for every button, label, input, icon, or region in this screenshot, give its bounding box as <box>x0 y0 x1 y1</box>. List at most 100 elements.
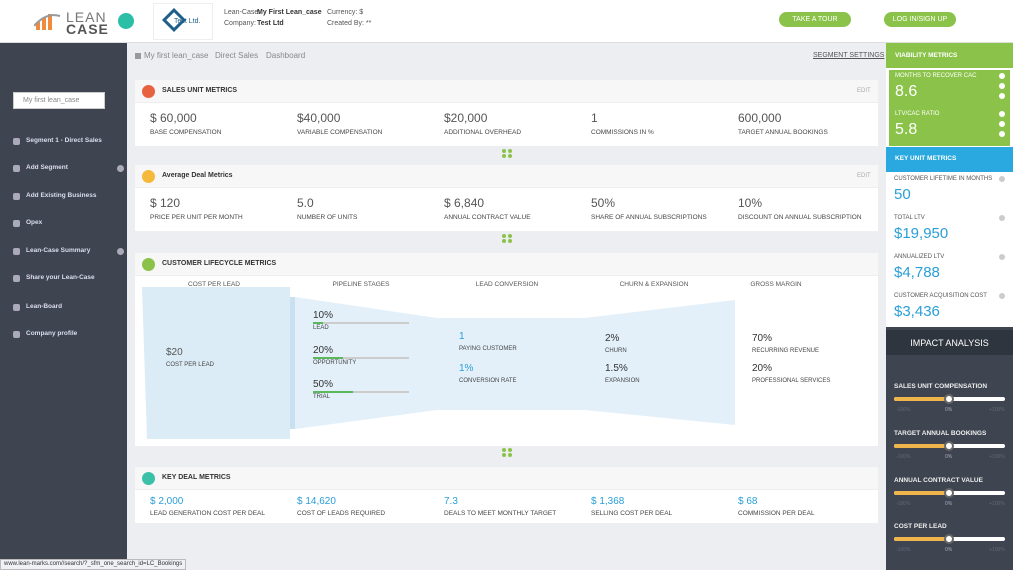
section-title: SALES UNIT METRICS <box>162 87 238 94</box>
impact-title: IMPACT ANALYSIS <box>910 338 989 348</box>
info-icon <box>999 131 1005 137</box>
column-heading: PIPELINE STAGES <box>332 281 390 288</box>
lifecycle-label: EXPANSION <box>605 378 640 384</box>
slider-fill <box>894 444 949 448</box>
key-unit-label: CUSTOMER ACQUISITION COST <box>894 293 987 299</box>
metric-value: $20,000 <box>444 111 488 125</box>
viability-header <box>886 43 1013 68</box>
panel-title: KEY UNIT METRICS <box>895 155 957 162</box>
card-header <box>135 165 878 188</box>
metric-value: $ 6,840 <box>444 196 485 210</box>
card-header <box>135 80 878 103</box>
key-unit-label: CUSTOMER LIFETIME IN MONTHS <box>894 176 993 182</box>
edit-link[interactable]: EDIT <box>857 173 871 179</box>
metric-label: DISCOUNT ON ANNUAL SUBSCRIPTION <box>738 214 862 221</box>
metric-value: 1 <box>591 111 598 125</box>
impact-header <box>886 330 1013 355</box>
slider-scale: -100% <box>896 454 911 460</box>
card-header <box>135 467 878 490</box>
menu-item[interactable]: Company profile <box>26 330 78 337</box>
lifecycle-value: 10% <box>313 310 334 321</box>
info-icon <box>999 73 1005 79</box>
lifecycle-value: 1% <box>459 363 474 374</box>
connector-dot <box>502 149 506 153</box>
logo-text: CASE <box>66 21 109 37</box>
metric-label: ANNUAL CONTRACT VALUE <box>444 214 531 221</box>
slider-scale: +100% <box>989 547 1005 553</box>
card: CUSTOMER LIFECYCLE METRICS COST PER LEAD P… <box>135 253 878 446</box>
tour-button[interactable]: TAKE A TOUR <box>779 12 851 27</box>
viability-value: 8.6 <box>895 83 918 100</box>
stage-bar <box>313 322 409 324</box>
breadcrumb-item[interactable]: My first lean_case <box>144 51 209 60</box>
menu-item[interactable]: Segment 1 - Direct Sales <box>26 137 102 144</box>
slider-scale: +100% <box>989 407 1005 413</box>
slider-scale: 0% <box>945 501 953 507</box>
connector-dot <box>502 453 506 457</box>
lifecycle-label: RECURRING REVENUE <box>752 348 820 354</box>
login-button[interactable]: LOG IN/SIGN UP <box>884 12 956 27</box>
edit-link[interactable]: EDIT <box>857 88 871 94</box>
key-unit-label: ANNUALIZED LTV <box>894 254 945 260</box>
slider-thumb[interactable] <box>944 488 954 498</box>
metric-value: 10% <box>738 196 763 210</box>
slider-thumb[interactable] <box>944 441 954 451</box>
card: KEY DEAL METRICS $ 2,000 LEAD GENERATION C… <box>135 467 878 523</box>
menu-item[interactable]: Lean-Board <box>26 303 63 310</box>
slider-scale: +100% <box>989 454 1005 460</box>
lean-case-label: Lean-Case: <box>224 9 261 16</box>
menu-item[interactable]: Opex <box>26 219 43 226</box>
metric-value: $ 68 <box>738 496 758 507</box>
menu-item[interactable]: Add Existing Business <box>26 192 97 199</box>
menu-item[interactable]: Add Segment <box>26 164 68 171</box>
connector-dot <box>508 154 512 158</box>
slider-fill <box>894 537 949 541</box>
connector-dot <box>508 234 512 238</box>
connector-dot <box>508 239 512 243</box>
case-select[interactable]: My first lean_case <box>13 92 105 109</box>
info-icon <box>999 83 1005 89</box>
key-unit-header <box>886 147 1013 172</box>
metric-label: SELLING COST PER DEAL <box>591 510 673 517</box>
section-icon <box>142 170 155 183</box>
lifecycle-value: 20% <box>313 345 334 356</box>
slider-scale: 0% <box>945 454 953 460</box>
column-heading: LEAD CONVERSION <box>475 281 539 288</box>
funnel-shape <box>290 297 295 429</box>
breadcrumb-item[interactable]: Direct Sales <box>215 51 259 60</box>
metric-value: $ 14,620 <box>297 496 336 507</box>
metric-value: 50% <box>591 196 616 210</box>
slider-thumb[interactable] <box>944 394 954 404</box>
section-title: CUSTOMER LIFECYCLE METRICS <box>162 260 277 267</box>
info-icon <box>999 93 1005 99</box>
info-icon <box>999 176 1005 182</box>
metric-value: 7.3 <box>444 496 458 507</box>
breadcrumb-item[interactable]: Dashboard <box>266 51 306 60</box>
funnel-shape <box>295 297 437 429</box>
menu-item[interactable]: Lean-Case Summary <box>26 247 91 254</box>
header: LEAN CASE Test Ltd. Lean-Case: My First … <box>0 0 1013 43</box>
metric-value: $40,000 <box>297 111 341 125</box>
card: SALES UNIT METRICS EDIT $ 60,000 BASE COMPE… <box>135 80 878 146</box>
menu-item[interactable]: Share your Lean-Case <box>26 274 95 281</box>
info-icon <box>999 293 1005 299</box>
connector-dot <box>502 239 506 243</box>
info-icon <box>117 165 124 172</box>
segment-settings[interactable]: SEGMENT SETTINGS <box>813 52 885 59</box>
section-icon <box>142 472 155 485</box>
lifecycle-label: TRIAL <box>313 394 331 400</box>
panel-title: VIABILITY METRICS <box>895 52 958 59</box>
main: My first lean_case Direct Sales Dashboard S… <box>127 43 886 570</box>
menu-icon <box>13 248 20 255</box>
connector-dot <box>508 149 512 153</box>
stage-bar-fill <box>313 322 323 324</box>
metric-value: $ 2,000 <box>150 496 184 507</box>
menu-icon <box>13 275 20 282</box>
slider-scale: -100% <box>896 501 911 507</box>
slider-thumb[interactable] <box>944 534 954 544</box>
menu-button[interactable] <box>118 13 134 29</box>
info-icon <box>999 215 1005 221</box>
slider-label: COST PER LEAD <box>894 523 947 530</box>
lifecycle-value: 1.5% <box>605 363 628 374</box>
